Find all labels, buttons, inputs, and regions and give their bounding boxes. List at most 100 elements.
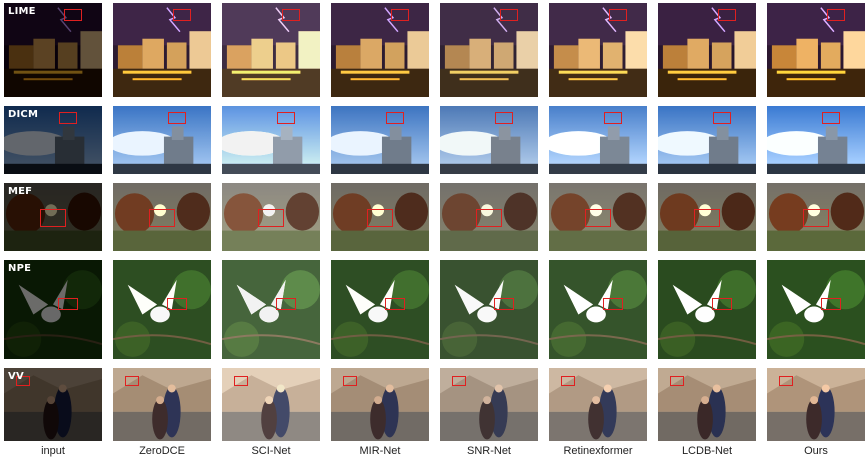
image-mef-retinexformer <box>549 183 647 251</box>
highlight-box <box>476 209 502 227</box>
highlight-box <box>500 9 518 21</box>
scene-image <box>113 260 211 359</box>
image-dicm-input: DICM <box>4 106 102 174</box>
scene-image <box>658 183 756 251</box>
row-label: MEF <box>8 186 33 197</box>
image-vv-zerodce <box>113 368 211 441</box>
row-label: VV <box>8 371 24 382</box>
highlight-box <box>718 9 736 21</box>
scene-image <box>331 183 429 251</box>
highlight-box <box>16 376 30 386</box>
column-label: MIR-Net <box>359 445 401 457</box>
scene-image <box>4 106 102 174</box>
image-dicm-snr-net <box>440 106 538 174</box>
scene-image <box>658 3 756 97</box>
scene-image <box>767 260 865 359</box>
image-lime-sci-net <box>222 3 320 97</box>
scene-image <box>549 260 647 359</box>
scene-image <box>658 260 756 359</box>
column-label: LCDB-Net <box>681 445 733 457</box>
highlight-box <box>822 112 840 124</box>
row-label: LIME <box>8 6 36 17</box>
image-npe-zerodce <box>113 260 211 359</box>
column-label: input <box>41 445 65 457</box>
scene-image <box>658 368 756 441</box>
column-label: SCI-Net <box>251 445 291 457</box>
image-npe-sci-net <box>222 260 320 359</box>
scene-image <box>658 106 756 174</box>
scene-image <box>113 3 211 97</box>
image-dicm-lcdb-net <box>658 106 756 174</box>
scene-image <box>767 368 865 441</box>
image-dicm-mir-net <box>331 106 429 174</box>
scene-image <box>4 260 102 359</box>
highlight-box <box>779 376 793 386</box>
column-label: ZeroDCE <box>139 445 185 457</box>
image-lime-snr-net <box>440 3 538 97</box>
row-label: DICM <box>8 109 39 120</box>
scene-image <box>549 3 647 97</box>
highlight-box <box>495 112 513 124</box>
scene-image <box>440 183 538 251</box>
highlight-box <box>149 209 175 227</box>
highlight-box <box>585 209 611 227</box>
highlight-box <box>803 209 829 227</box>
image-mef-lcdb-net <box>658 183 756 251</box>
scene-image <box>4 3 102 97</box>
highlight-box <box>670 376 684 386</box>
highlight-box <box>173 9 191 21</box>
highlight-box <box>821 298 841 310</box>
image-vv-sci-net <box>222 368 320 441</box>
highlight-box <box>713 112 731 124</box>
scene-image <box>549 106 647 174</box>
scene-image <box>440 368 538 441</box>
image-lime-lcdb-net <box>658 3 756 97</box>
highlight-box <box>391 9 409 21</box>
scene-image <box>767 183 865 251</box>
scene-image <box>331 3 429 97</box>
image-vv-lcdb-net <box>658 368 756 441</box>
scene-image <box>331 106 429 174</box>
image-mef-ours <box>767 183 865 251</box>
image-npe-snr-net <box>440 260 538 359</box>
scene-image <box>331 368 429 441</box>
highlight-box <box>277 112 295 124</box>
image-vv-retinexformer <box>549 368 647 441</box>
scene-image <box>4 183 102 251</box>
highlight-box <box>603 298 623 310</box>
highlight-box <box>258 209 284 227</box>
image-lime-retinexformer <box>549 3 647 97</box>
scene-image <box>767 106 865 174</box>
image-mef-snr-net <box>440 183 538 251</box>
scene-image <box>113 183 211 251</box>
image-npe-input: NPE <box>4 260 102 359</box>
highlight-box <box>827 9 845 21</box>
highlight-box <box>58 298 78 310</box>
image-lime-zerodce <box>113 3 211 97</box>
image-npe-lcdb-net <box>658 260 756 359</box>
image-lime-mir-net <box>331 3 429 97</box>
scene-image <box>113 368 211 441</box>
scene-image <box>222 183 320 251</box>
image-dicm-retinexformer <box>549 106 647 174</box>
scene-image <box>549 183 647 251</box>
image-mef-mir-net <box>331 183 429 251</box>
image-vv-snr-net <box>440 368 538 441</box>
image-mef-zerodce <box>113 183 211 251</box>
image-npe-mir-net <box>331 260 429 359</box>
scene-image <box>440 260 538 359</box>
highlight-box <box>276 298 296 310</box>
highlight-box <box>367 209 393 227</box>
image-vv-ours <box>767 368 865 441</box>
image-dicm-zerodce <box>113 106 211 174</box>
highlight-box <box>494 298 514 310</box>
highlight-box <box>712 298 732 310</box>
scene-image <box>222 106 320 174</box>
highlight-box <box>609 9 627 21</box>
highlight-box <box>125 376 139 386</box>
scene-image <box>767 3 865 97</box>
highlight-box <box>167 298 187 310</box>
highlight-box <box>561 376 575 386</box>
highlight-box <box>234 376 248 386</box>
